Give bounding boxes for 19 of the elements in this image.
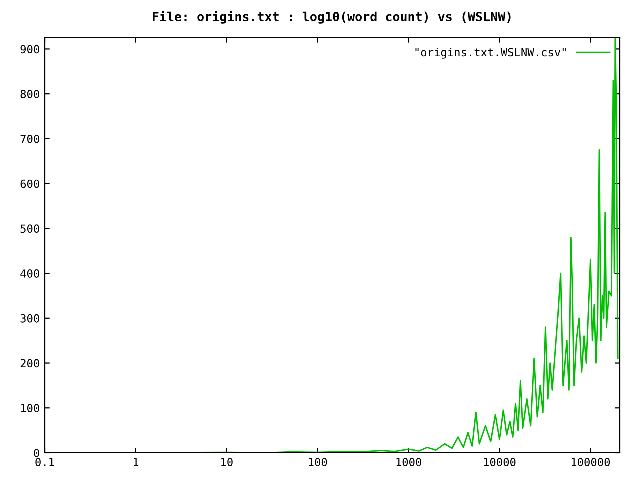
legend-label: "origins.txt.WSLNW.csv"	[416, 48, 566, 59]
y-tick-label: 600	[20, 180, 40, 188]
y-tick-label: 0	[34, 449, 40, 458]
y-tick-label: 900	[20, 45, 40, 54]
y-tick-label: 100	[21, 404, 40, 413]
y-tick-label: 200	[20, 359, 40, 368]
x-tick-label: 1000	[396, 458, 422, 467]
chart-title: File: origins.txt : log10(word count) vs (WSLNW)	[153, 11, 511, 24]
y-tick-label: 800	[20, 90, 40, 98]
x-tick-label: 100000	[572, 458, 610, 467]
y-tick-label: 700	[20, 134, 40, 144]
y-tick-label: 500	[20, 224, 40, 234]
x-tick-label: 10000	[484, 458, 516, 467]
x-tick-label: 10	[222, 458, 233, 467]
y-tick-label: 300	[20, 314, 40, 323]
x-tick-label: 0.1	[36, 458, 54, 467]
y-tick-label: 400	[20, 270, 40, 278]
x-tick-label: 1	[134, 458, 139, 466]
x-tick-label: 100	[309, 458, 328, 467]
